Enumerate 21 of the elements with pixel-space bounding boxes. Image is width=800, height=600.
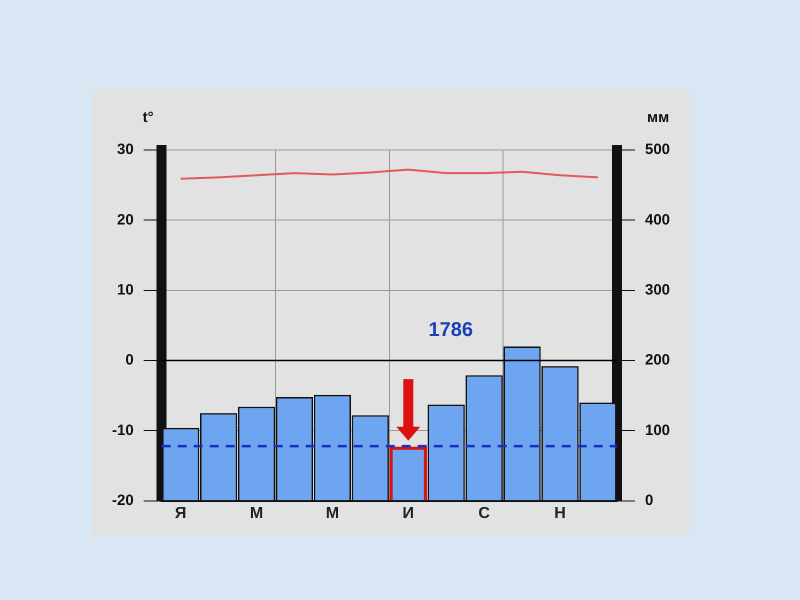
y2-tick-label: 0 [644,492,654,509]
x-tick-label: М [250,504,264,522]
y-tick-label: 30 [116,141,134,158]
y2-tick-label: 100 [644,422,670,439]
y2-tick-label: 300 [644,281,670,298]
annotation: 1786 [428,318,474,341]
y-tick-label: -20 [112,492,134,509]
y-tick-label: 0 [125,352,134,369]
x-tick-label: Н [554,504,566,522]
y2-tick-label: 200 [644,352,670,369]
x-tick-label: Я [174,504,186,522]
y2-tick-label: 500 [644,141,670,158]
y-tick-label: 20 [116,211,134,228]
y-axis-title: t° [142,109,154,126]
y2-tick-label: 400 [644,211,670,228]
y2-axis-title: мм [646,109,670,126]
x-tick-label: С [478,504,490,522]
x-tick-label: И [402,504,414,522]
y-tick-label: -10 [112,422,134,439]
y-tick-label: 10 [116,281,134,298]
x-tick-label: М [326,504,340,522]
